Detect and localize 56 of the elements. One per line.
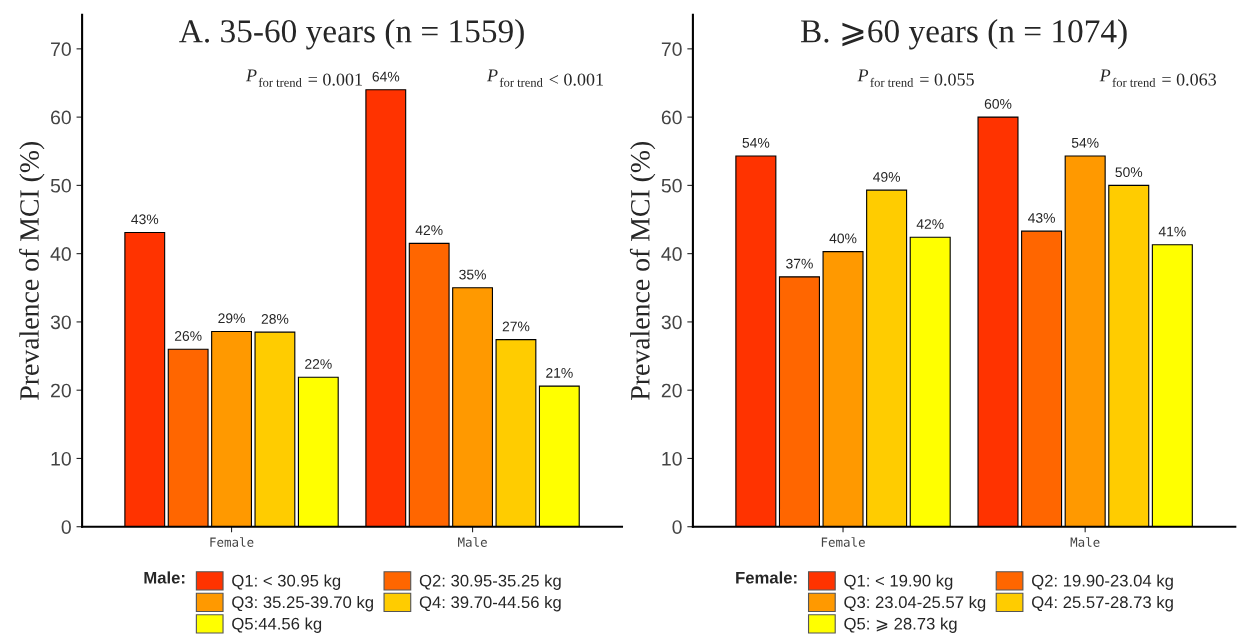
legend-label: Q3: 23.04-25.57 kg [844, 595, 986, 612]
data-label: 49% [873, 172, 901, 182]
y-axis-title: Prevalence of MCI (%) [19, 141, 45, 400]
y-tick-label: 20 [661, 383, 682, 398]
data-label: 22% [305, 359, 332, 369]
y-tick-label: 0 [61, 520, 71, 534]
data-label: 29% [218, 313, 245, 324]
y-tick-label: 60 [661, 110, 682, 125]
chart-title: A. 35-60 years (n = 1559) [179, 19, 524, 50]
legend-label: Q5:44.56 kg [232, 617, 322, 633]
data-label: 64% [372, 71, 400, 82]
y-tick-label: 50 [50, 178, 71, 193]
data-label: 54% [742, 137, 770, 148]
y-tick-label: 40 [50, 247, 71, 261]
chart-title: B. ⩾60 years (n = 1074) [800, 19, 1127, 50]
y-tick-label: 10 [51, 451, 71, 466]
data-label: 60% [984, 98, 1012, 109]
legend-title: Male: [144, 571, 185, 584]
x-tick-label: Male [1070, 537, 1100, 547]
legend-title: Female: [736, 571, 797, 584]
legend-label: Q3: 35.25-39.70 kg [232, 595, 373, 612]
x-tick-label: Female [821, 537, 865, 547]
data-label: 21% [546, 367, 573, 378]
data-label: 26% [174, 331, 202, 341]
data-label: 35% [459, 269, 486, 280]
legend-label: Q4: 39.70-44.56 kg [419, 595, 561, 612]
y-tick-label: 10 [662, 451, 682, 466]
y-tick-label: 70 [51, 42, 71, 57]
y-tick-label: 20 [51, 383, 71, 398]
y-tick-label: 0 [672, 520, 682, 534]
data-label: 41% [1158, 226, 1186, 237]
y-tick-label: 40 [661, 247, 682, 261]
y-tick-label: 30 [50, 315, 71, 330]
data-label: 40% [829, 233, 857, 244]
data-label: 43% [1028, 212, 1055, 223]
legend-label: Q2: 30.95-35.25 kg [419, 574, 561, 590]
y-tick-label: 70 [661, 42, 682, 57]
data-label: 37% [786, 258, 813, 269]
legend-label: Q5: ⩾ 28.73 kg [844, 617, 957, 633]
x-tick-label: Male [458, 537, 487, 547]
data-label: 42% [415, 225, 443, 236]
y-axis-title: Prevalence of MCI (%) [629, 141, 656, 400]
legend-label: Q2: 19.90-23.04 kg [1032, 574, 1173, 590]
data-label: 42% [916, 219, 944, 229]
x-tick-label: Female [210, 537, 254, 547]
legend-label: Q1: < 19.90 kg [844, 574, 953, 590]
data-label: 43% [131, 214, 159, 225]
legend-label: Q4: 25.57-28.73 kg [1032, 595, 1173, 612]
data-label: 54% [1071, 137, 1099, 148]
y-tick-label: 30 [661, 315, 682, 330]
legend-label: Q1: < 30.95 kg [232, 574, 341, 590]
y-tick-label: 50 [661, 178, 682, 193]
data-label: 50% [1115, 167, 1143, 178]
data-label: 27% [502, 321, 530, 332]
y-tick-label: 60 [51, 110, 71, 125]
data-label: 28% [261, 314, 289, 324]
